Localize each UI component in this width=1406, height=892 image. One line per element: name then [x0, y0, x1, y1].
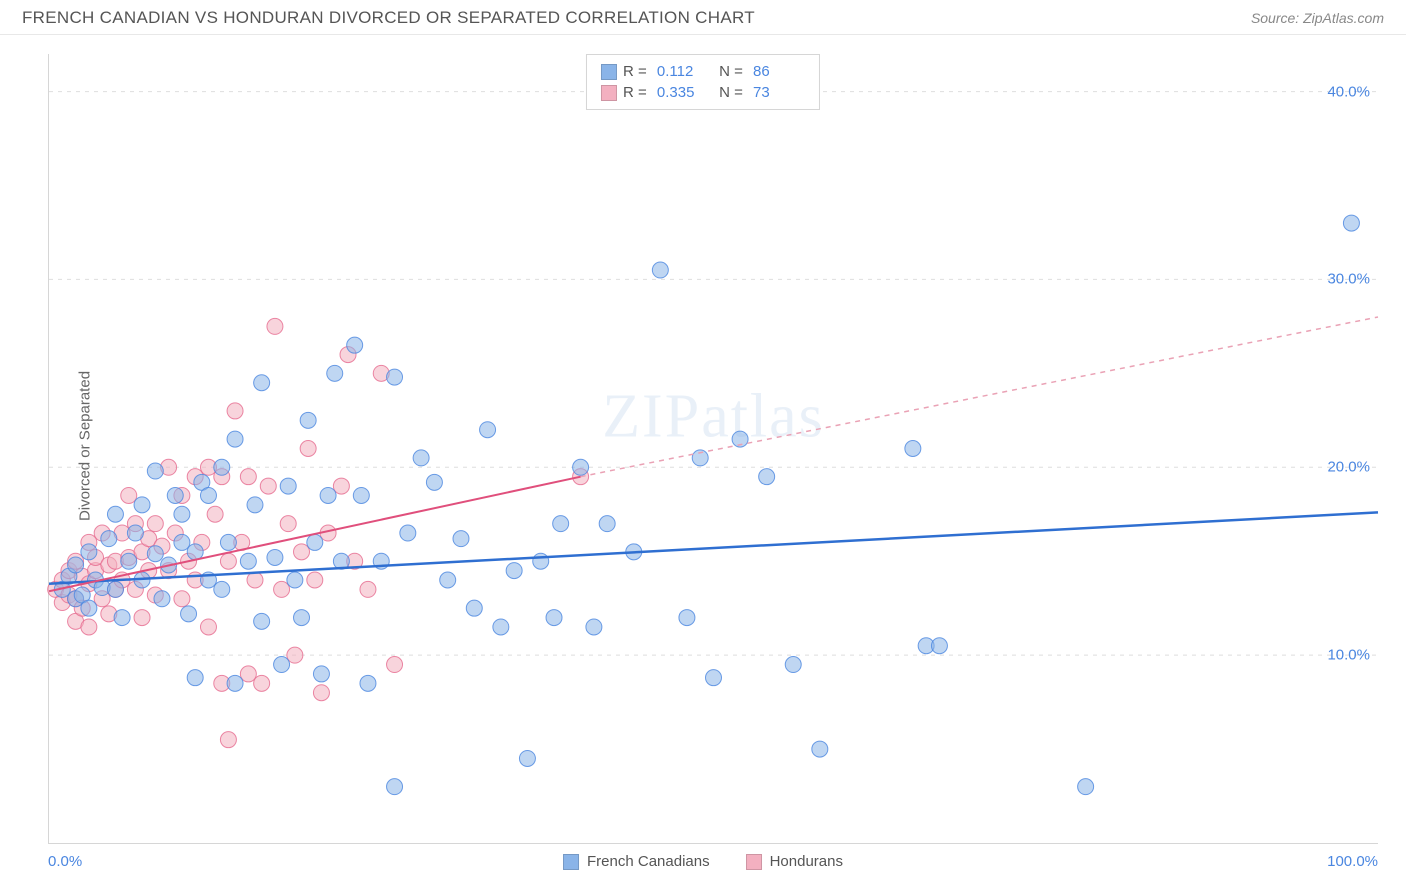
scatter-plot-svg [49, 54, 1378, 843]
legend-item-1: French Canadians [563, 853, 710, 870]
x-axis-tick-min: 0.0% [48, 853, 82, 870]
swatch-series-1 [601, 64, 617, 80]
stats-row-series-1: R = 0.112 N = 86 [601, 61, 805, 82]
stats-n-label: N = [715, 84, 747, 101]
y-axis-tick: 10.0% [1327, 647, 1370, 664]
chart-title: FRENCH CANADIAN VS HONDURAN DIVORCED OR … [22, 8, 755, 28]
legend-item-2: Hondurans [746, 853, 843, 870]
stats-n-value-1: 86 [753, 63, 805, 80]
x-axis-tick-max: 100.0% [1327, 853, 1378, 870]
source-name: ZipAtlas.com [1303, 10, 1384, 26]
legend-swatch-2 [746, 854, 762, 870]
y-axis-tick: 20.0% [1327, 459, 1370, 476]
swatch-series-2 [601, 85, 617, 101]
chart-header: FRENCH CANADIAN VS HONDURAN DIVORCED OR … [0, 0, 1406, 35]
legend-swatch-1 [563, 854, 579, 870]
stats-r-value-1: 0.112 [657, 63, 709, 80]
source-label: Source: [1251, 10, 1299, 26]
legend-label-1: French Canadians [587, 853, 710, 870]
stats-r-label: R = [623, 63, 651, 80]
legend-bottom: French Canadians Hondurans [563, 853, 843, 870]
y-axis-tick: 40.0% [1327, 83, 1370, 100]
stats-n-value-2: 73 [753, 84, 805, 101]
stats-r-label: R = [623, 84, 651, 101]
source-attribution: Source: ZipAtlas.com [1251, 10, 1384, 26]
stats-row-series-2: R = 0.335 N = 73 [601, 82, 805, 103]
correlation-stats-box: R = 0.112 N = 86 R = 0.335 N = 73 [586, 54, 820, 110]
stats-n-label: N = [715, 63, 747, 80]
plot-area: ZIPatlas 10.0%20.0%30.0%40.0% [48, 54, 1378, 844]
stats-r-value-2: 0.335 [657, 84, 709, 101]
y-axis-tick: 30.0% [1327, 271, 1370, 288]
legend-label-2: Hondurans [770, 853, 843, 870]
